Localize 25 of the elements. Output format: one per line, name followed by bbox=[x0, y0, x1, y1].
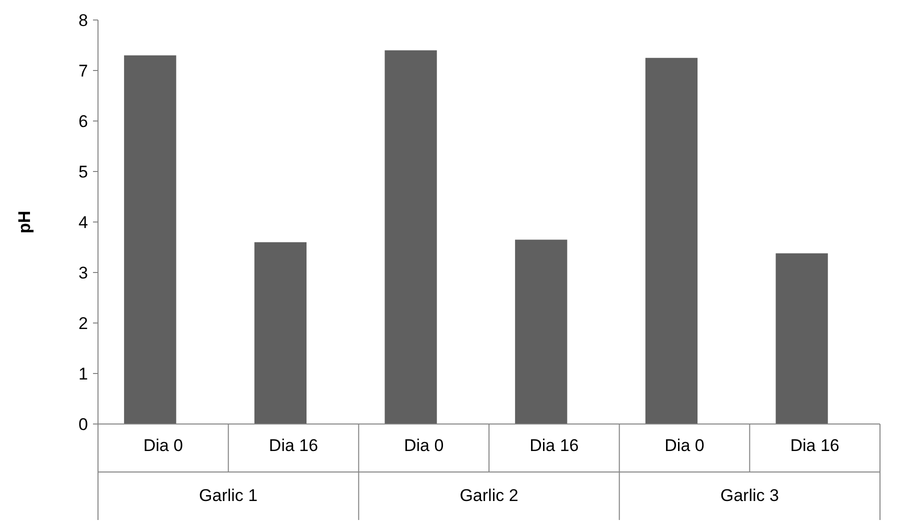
y-tick-label: 5 bbox=[78, 162, 88, 182]
y-tick-label: 4 bbox=[78, 212, 88, 232]
bar bbox=[776, 253, 828, 424]
bar bbox=[254, 242, 307, 424]
y-tick-label: 2 bbox=[78, 314, 88, 333]
x-tick-label: Dia 0 bbox=[404, 436, 444, 455]
y-tick-label: 1 bbox=[78, 364, 88, 384]
x-tick-label: Dia 16 bbox=[790, 436, 840, 455]
bar bbox=[384, 50, 437, 424]
y-axis-title: pH bbox=[15, 210, 34, 234]
bar bbox=[515, 240, 568, 424]
x-tick-label: Dia 16 bbox=[268, 436, 318, 455]
text: Garlic 3 bbox=[720, 486, 779, 505]
y-tick-label: 6 bbox=[78, 112, 88, 131]
x-tick-label: Dia 16 bbox=[530, 436, 579, 455]
y-tick-label: 0 bbox=[78, 414, 88, 434]
text: Garlic 2 bbox=[460, 486, 518, 505]
bar bbox=[645, 58, 698, 424]
x-tick-label: Dia 0 bbox=[143, 436, 184, 455]
y-tick-label: 3 bbox=[78, 263, 88, 282]
text: Garlic 1 bbox=[199, 486, 258, 505]
x-tick-label: Dia 0 bbox=[664, 436, 704, 455]
y-tick-label: 8 bbox=[78, 10, 88, 30]
bar bbox=[124, 55, 176, 424]
y-tick-label: 7 bbox=[78, 61, 88, 80]
